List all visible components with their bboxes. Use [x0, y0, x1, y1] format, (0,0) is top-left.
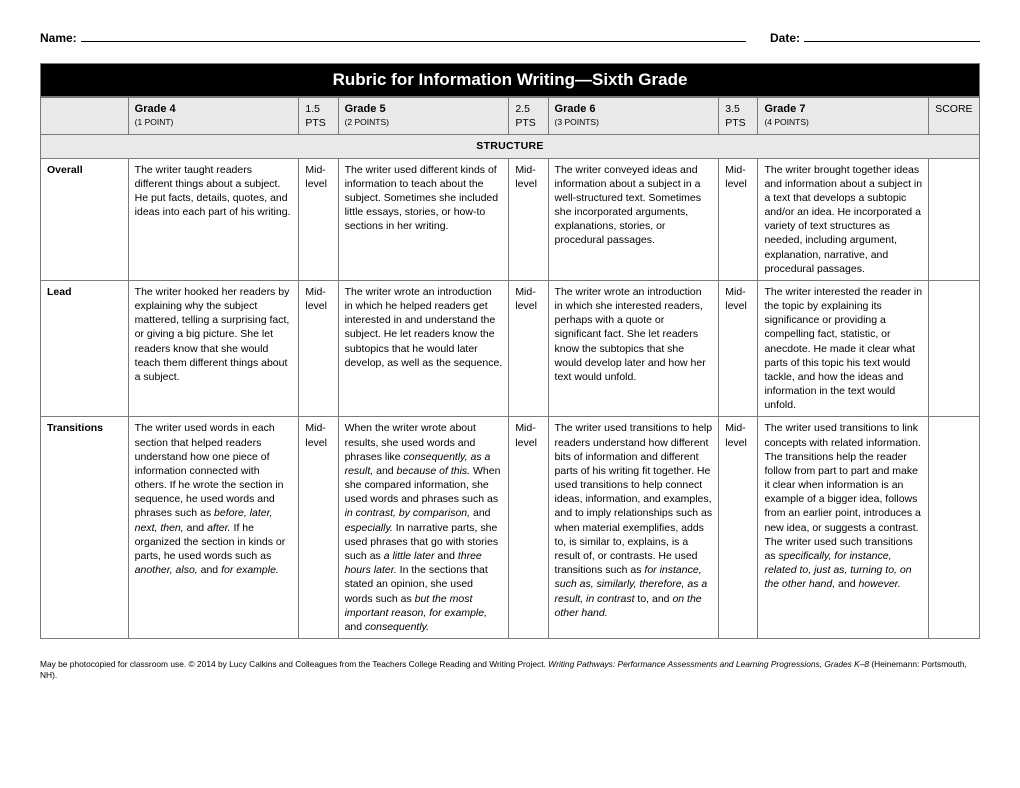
grade-header-row: Grade 4 (1 POINT) 1.5 PTS Grade 5 (2 POI…	[41, 98, 980, 135]
lead-mid3: Mid- level	[719, 280, 758, 417]
name-label: Name:	[40, 31, 81, 45]
grade6-head: Grade 6 (3 POINTS)	[548, 98, 719, 135]
lead-g7: The writer interested the reader in the …	[758, 280, 929, 417]
name-line[interactable]	[81, 28, 746, 42]
footer-text: May be photocopied for classroom use. © …	[40, 659, 980, 681]
overall-mid2: Mid- level	[509, 158, 548, 280]
overall-g4: The writer taught readers different thin…	[128, 158, 299, 280]
overall-g5: The writer used different kinds of infor…	[338, 158, 509, 280]
name-field: Name:	[40, 28, 746, 45]
transitions-g7: The writer used transitions to link conc…	[758, 417, 929, 639]
transitions-mid3: Mid- level	[719, 417, 758, 639]
lead-g6: The writer wrote an introduction in whic…	[548, 280, 719, 417]
transitions-score[interactable]	[929, 417, 980, 639]
lead-mid2: Mid- level	[509, 280, 548, 417]
transitions-mid2: Mid- level	[509, 417, 548, 639]
lead-mid1: Mid- level	[299, 280, 338, 417]
score-head: SCORE	[929, 98, 980, 135]
overall-g7: The writer brought together ideas and in…	[758, 158, 929, 280]
transitions-g6: The writer used transitions to help read…	[548, 417, 719, 639]
transitions-g5: When the writer wrote about results, she…	[338, 417, 509, 639]
date-field: Date:	[770, 28, 980, 45]
header-fields: Name: Date:	[40, 28, 980, 45]
transitions-g4: The writer used words in each section th…	[128, 417, 299, 639]
transitions-mid1: Mid- level	[299, 417, 338, 639]
pts-2-5: 2.5 PTS	[509, 98, 548, 135]
grade4-head: Grade 4 (1 POINT)	[128, 98, 299, 135]
grade5-head: Grade 5 (2 POINTS)	[338, 98, 509, 135]
category-row: STRUCTURE	[41, 135, 980, 158]
row-lead: Lead The writer hooked her readers by ex…	[41, 280, 980, 417]
overall-score[interactable]	[929, 158, 980, 280]
category-structure: STRUCTURE	[41, 135, 980, 158]
transitions-label: Transitions	[41, 417, 129, 639]
overall-mid1: Mid- level	[299, 158, 338, 280]
row-overall: Overall The writer taught readers differ…	[41, 158, 980, 280]
date-label: Date:	[770, 31, 804, 45]
lead-g4: The writer hooked her readers by explain…	[128, 280, 299, 417]
overall-g6: The writer conveyed ideas and informatio…	[548, 158, 719, 280]
pts-3-5: 3.5 PTS	[719, 98, 758, 135]
overall-mid3: Mid- level	[719, 158, 758, 280]
lead-label: Lead	[41, 280, 129, 417]
grade7-head: Grade 7 (4 POINTS)	[758, 98, 929, 135]
pts-1-5: 1.5 PTS	[299, 98, 338, 135]
lead-score[interactable]	[929, 280, 980, 417]
rubric-table: Grade 4 (1 POINT) 1.5 PTS Grade 5 (2 POI…	[40, 97, 980, 639]
overall-label: Overall	[41, 158, 129, 280]
date-line[interactable]	[804, 28, 980, 42]
lead-g5: The writer wrote an introduction in whic…	[338, 280, 509, 417]
rubric-title: Rubric for Information Writing—Sixth Gra…	[40, 63, 980, 97]
row-transitions: Transitions The writer used words in eac…	[41, 417, 980, 639]
